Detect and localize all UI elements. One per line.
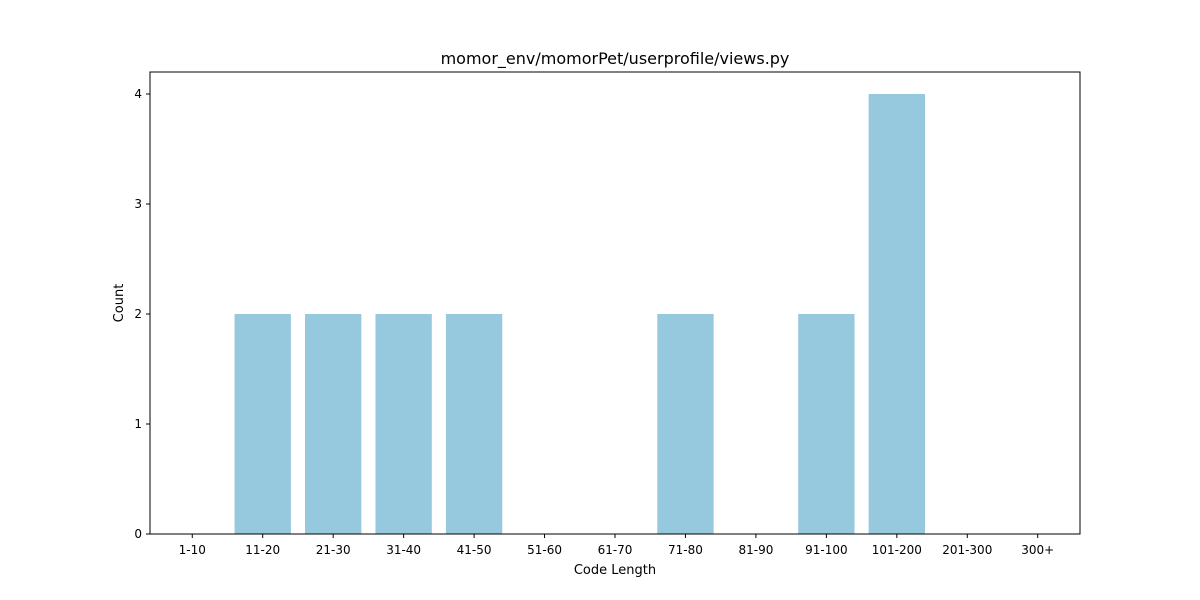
y-tick-label: 4: [134, 87, 142, 101]
bar-91-100: [798, 314, 855, 534]
y-axis-label: Count: [112, 284, 127, 323]
x-tick-label: 201-300: [942, 543, 992, 557]
x-tick-label: 11-20: [245, 543, 280, 557]
bar-21-30: [305, 314, 362, 534]
y-tick-label: 1: [134, 417, 142, 431]
plot-frame: [149, 71, 1081, 535]
x-tick-label: 101-200: [872, 543, 922, 557]
x-tick-label: 51-60: [527, 543, 562, 557]
x-tick-label: 31-40: [386, 543, 421, 557]
chart-title: momor_env/momorPet/userprofile/views.py: [441, 49, 790, 69]
x-tick-label: 81-90: [738, 543, 773, 557]
x-tick-label: 1-10: [179, 543, 206, 557]
x-tick-label: 71-80: [668, 543, 703, 557]
y-axis: 0 1 2 3 4: [134, 87, 150, 541]
bar-71-80: [657, 314, 714, 534]
bar-41-50: [445, 314, 503, 534]
x-tick-label: 21-30: [316, 543, 351, 557]
x-tick-label: 91-100: [805, 543, 848, 557]
bar-31-40: [375, 314, 432, 534]
x-tick-label: 300+: [1021, 543, 1054, 557]
bar-101-200: [868, 94, 925, 534]
bars: [234, 94, 925, 534]
bar-11-20: [234, 314, 291, 534]
x-axis-label: Code Length: [574, 563, 656, 578]
y-tick-label: 3: [134, 197, 142, 211]
x-axis: 1-10 11-20 21-30 31-40 41-50 51-60 61-70 71-80 8…: [179, 534, 1054, 557]
x-tick-label: 61-70: [598, 543, 633, 557]
x-tick-label: 41-50: [457, 543, 492, 557]
y-tick-label: 0: [134, 527, 142, 541]
y-tick-label: 2: [134, 307, 142, 321]
